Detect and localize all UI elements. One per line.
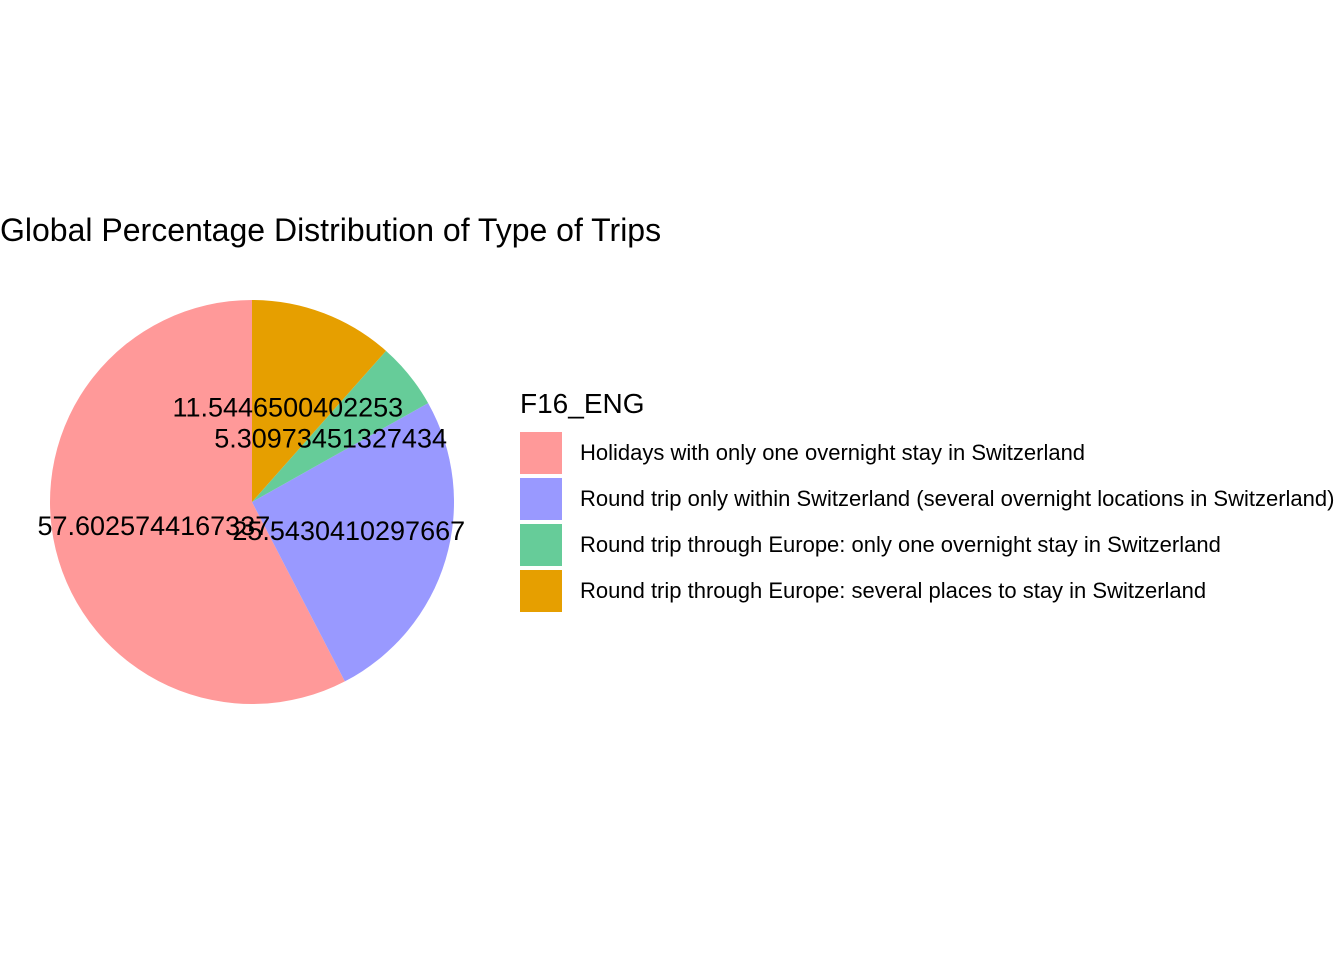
legend-item: Round trip through Europe: only one over… (520, 522, 1334, 568)
legend-item: Holidays with only one overnight stay in… (520, 430, 1334, 476)
pie-slices (50, 300, 454, 704)
legend: F16_ENG Holidays with only one overnight… (520, 388, 1334, 614)
legend-label: Holidays with only one overnight stay in… (580, 440, 1086, 465)
legend-label: Round trip through Europe: several place… (580, 578, 1207, 603)
pie-slice (50, 300, 345, 704)
pie-slice-label: 57.6025744167337 (37, 511, 270, 541)
pie-slice-label: 25.5430410297667 (232, 516, 465, 546)
legend-key-swatch (520, 524, 562, 566)
legend-title: F16_ENG (520, 388, 645, 419)
legend-key-swatch (520, 478, 562, 520)
pie-slice (252, 350, 429, 502)
legend-label: Round trip only within Switzerland (seve… (580, 486, 1335, 511)
pie-slice (252, 403, 454, 682)
pie-slice (252, 300, 387, 502)
legend-item: Round trip only within Switzerland (seve… (520, 476, 1334, 522)
chart-title: Global Percentage Distribution of Type o… (0, 212, 662, 248)
legend-key-swatch (520, 432, 562, 474)
legend-items: Holidays with only one overnight stay in… (520, 430, 1334, 614)
legend-label: Round trip through Europe: only one over… (580, 532, 1221, 557)
pie-slice-label: 5.30973451327434 (214, 424, 447, 454)
pie-slice-label: 11.5446500402253 (172, 393, 403, 423)
legend-key-swatch (520, 570, 562, 612)
legend-item: Round trip through Europe: several place… (520, 568, 1334, 614)
